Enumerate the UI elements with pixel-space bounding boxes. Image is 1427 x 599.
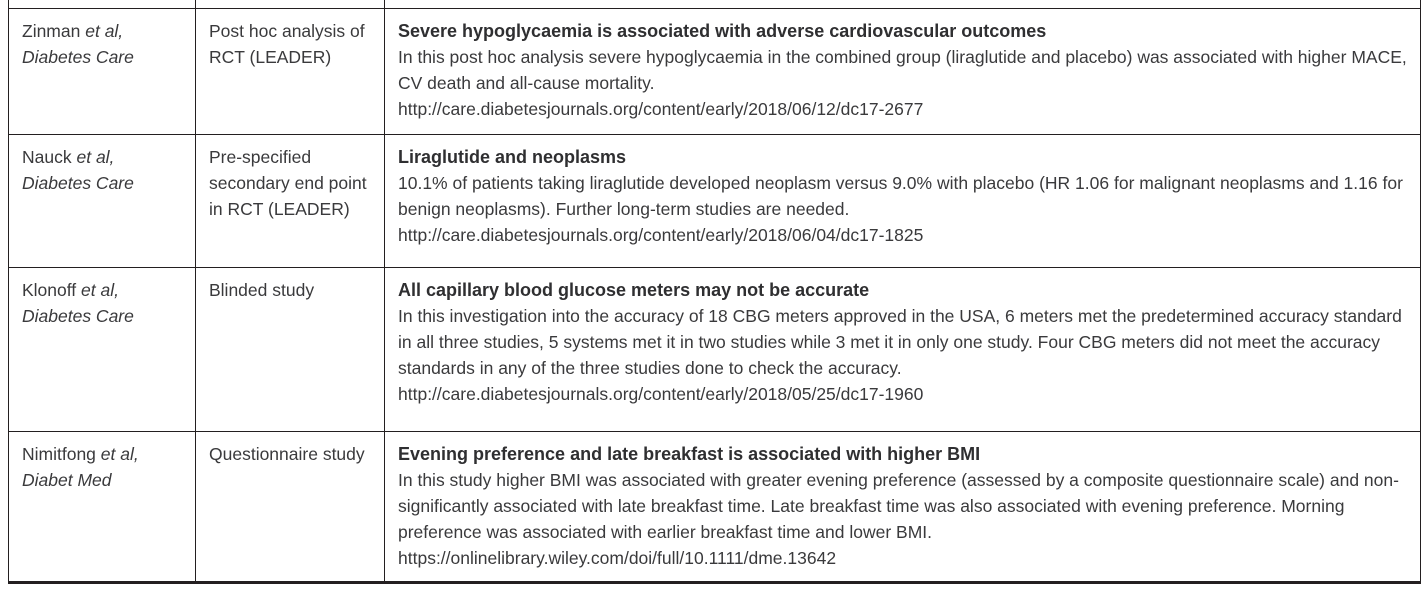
article-summary: In this study higher BMI was associated …	[398, 470, 1399, 542]
study-type-cell: Questionnaire study	[195, 431, 385, 584]
article-cell: Liraglutide and neoplasms 10.1% of patie…	[384, 134, 1421, 268]
journal-name: Diabetes Care	[22, 47, 134, 67]
journal-name: Diabetes Care	[22, 306, 134, 326]
author-name: Nauck	[22, 147, 72, 167]
authors-line: Zinman et al,	[22, 18, 183, 44]
journal-name: Diabetes Care	[22, 173, 134, 193]
authors-line: Nimitfong et al,	[22, 441, 183, 467]
literature-digest-table: Zinman et al, Diabetes Care Post hoc ana…	[8, 0, 1421, 584]
authors-line: Nauck et al,	[22, 144, 183, 170]
table-row: Nauck et al, Diabetes Care Pre-specified…	[8, 134, 1421, 268]
study-type-cell: Post hoc analysis of RCT (LEADER)	[195, 8, 385, 135]
article-summary: In this investigation into the accuracy …	[398, 306, 1402, 378]
et-al: et al,	[76, 147, 115, 167]
article-cell: Severe hypoglycaemia is associated with …	[384, 8, 1421, 135]
author-name: Klonoff	[22, 280, 77, 300]
article-summary: In this post hoc analysis severe hypogly…	[398, 47, 1407, 93]
et-al: et al,	[100, 444, 139, 464]
article-title: Evening preference and late breakfast is…	[398, 444, 981, 464]
study-type-cell: Pre-specified secondary end point in RCT…	[195, 134, 385, 268]
stub-cell	[8, 0, 196, 9]
authors-journal-cell: Zinman et al, Diabetes Care	[8, 8, 196, 135]
author-name: Nimitfong	[22, 444, 96, 464]
article-title: Liraglutide and neoplasms	[398, 147, 627, 167]
article-url-link[interactable]: http://care.diabetesjournals.org/content…	[398, 225, 924, 245]
article-cell: All capillary blood glucose meters may n…	[384, 267, 1421, 432]
et-al: et al,	[81, 280, 119, 300]
et-al: et al,	[85, 21, 124, 41]
stub-cell	[195, 0, 385, 9]
article-cell: Evening preference and late breakfast is…	[384, 431, 1421, 584]
table-row: Nimitfong et al, Diabet Med Questionnair…	[8, 431, 1421, 584]
table-row: Zinman et al, Diabetes Care Post hoc ana…	[8, 8, 1421, 135]
stub-cell	[384, 0, 1421, 9]
table-row: Klonoff et al, Diabetes Care Blinded stu…	[8, 267, 1421, 432]
author-name: Zinman	[22, 21, 81, 41]
article-title: All capillary blood glucose meters may n…	[398, 280, 870, 300]
authors-journal-cell: Klonoff et al, Diabetes Care	[8, 267, 196, 432]
authors-journal-cell: Nimitfong et al, Diabet Med	[8, 431, 196, 584]
article-title: Severe hypoglycaemia is associated with …	[398, 21, 1047, 41]
cropped-previous-row	[8, 0, 1421, 9]
article-url-link[interactable]: http://care.diabetesjournals.org/content…	[398, 384, 924, 404]
journal-name: Diabet Med	[22, 470, 112, 490]
article-url-link[interactable]: http://care.diabetesjournals.org/content…	[398, 99, 924, 119]
authors-line: Klonoff et al,	[22, 277, 183, 303]
article-url-link[interactable]: https://onlinelibrary.wiley.com/doi/full…	[398, 548, 837, 568]
authors-journal-cell: Nauck et al, Diabetes Care	[8, 134, 196, 268]
study-type-cell: Blinded study	[195, 267, 385, 432]
article-summary: 10.1% of patients taking liraglutide dev…	[398, 173, 1403, 219]
